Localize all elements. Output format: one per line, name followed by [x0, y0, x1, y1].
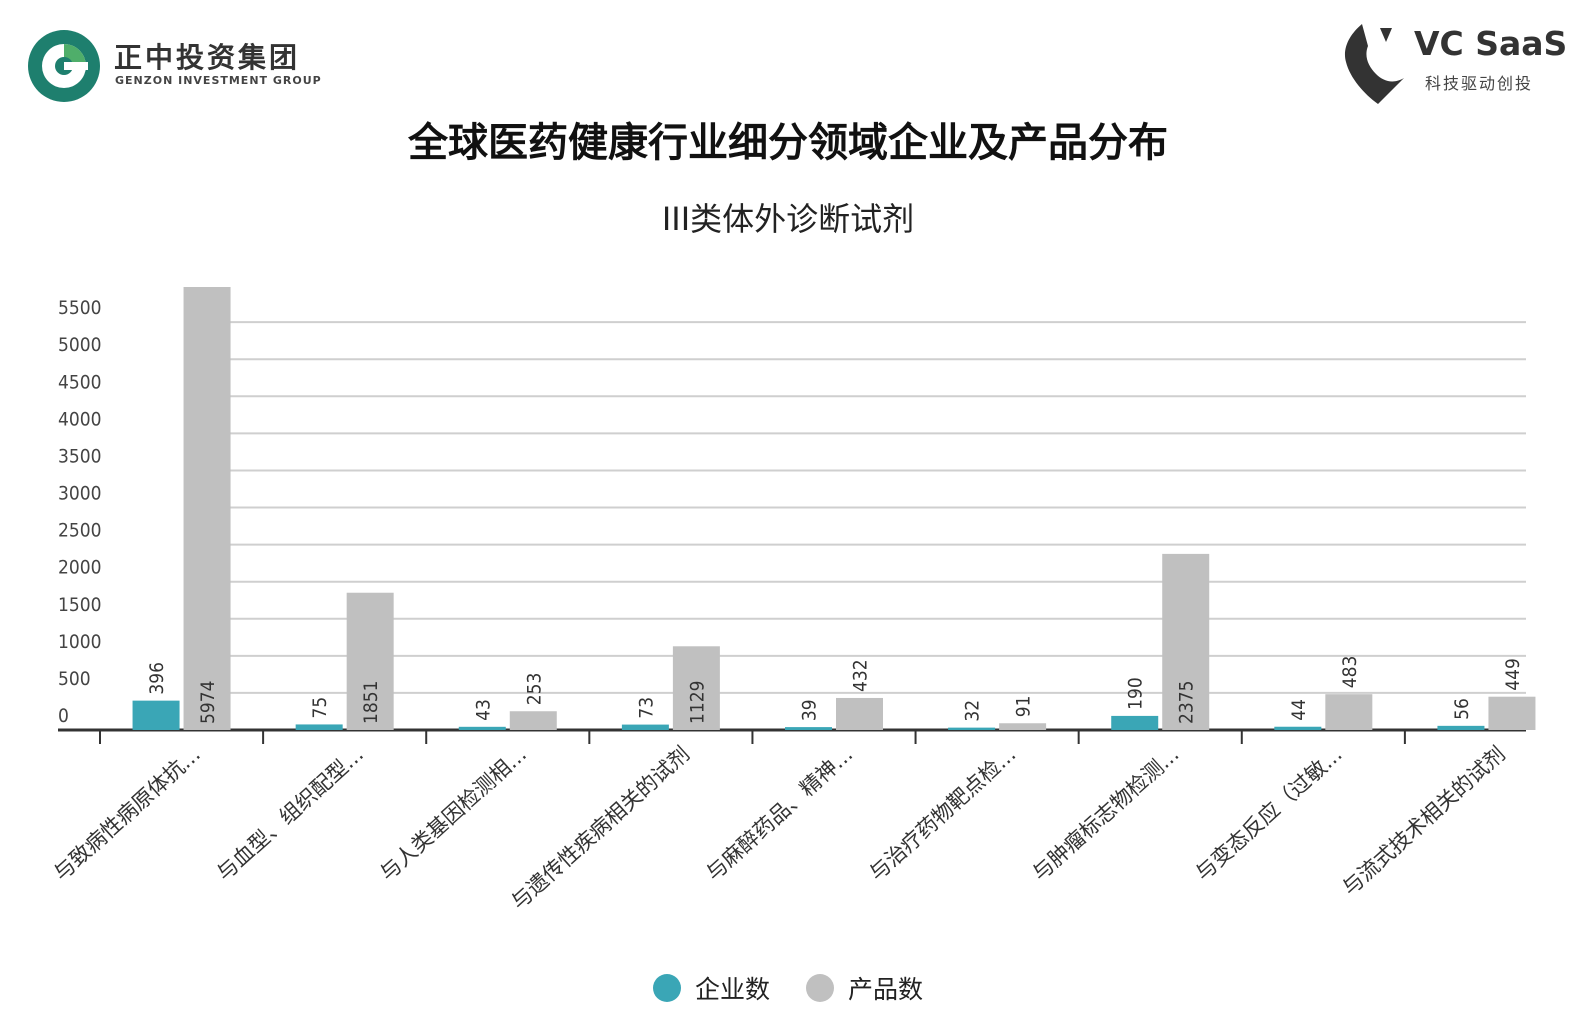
value-label-companies: 190: [1125, 677, 1147, 710]
value-label-products: 253: [523, 673, 545, 706]
bar-companies: [1274, 726, 1322, 730]
y-tick-label: 3000: [58, 483, 102, 505]
category-label: 与遗传性疾病相关的试剂: [507, 742, 695, 914]
bar-companies: [295, 724, 343, 730]
value-label-companies: 43: [472, 699, 494, 721]
bar-products: [836, 697, 883, 730]
legend-swatch-products: [805, 974, 834, 1002]
category-label: 与变态反应（过敏...: [1191, 742, 1347, 886]
y-tick-label: 3500: [58, 445, 102, 467]
value-label-products: 432: [850, 659, 872, 692]
page-title: 全球医药健康行业细分领域企业及产品分布: [408, 120, 1168, 166]
value-label-companies: 39: [799, 699, 821, 721]
bar-products: [183, 287, 231, 730]
value-label-products: 449: [1502, 658, 1524, 691]
y-tick-label: 4500: [58, 371, 102, 393]
bar-companies: [458, 726, 506, 730]
category-label: 与流式技术相关的试剂: [1338, 742, 1510, 900]
value-label-products: 1851: [360, 681, 382, 725]
value-label-products: 1129: [686, 681, 708, 725]
y-tick-label: 2000: [58, 557, 102, 579]
category-label: 与治疗药物靶点检...: [865, 742, 1021, 886]
y-tick-label: 1000: [58, 631, 102, 653]
chart-legend: 企业数 产品数: [0, 970, 1576, 1006]
value-label-companies: 56: [1451, 698, 1473, 720]
y-tick-label: 2500: [58, 520, 102, 542]
category-label: 与人类基因检测相...: [375, 742, 531, 886]
legend-item-products: 产品数: [805, 970, 923, 1006]
bar-products: [509, 711, 557, 730]
genzon-emblem-icon: [28, 30, 100, 102]
category-label: 与肿瘤标志物检测...: [1028, 742, 1184, 886]
category-label: 与致病性病原体抗...: [49, 742, 205, 886]
value-label-products: 91: [1013, 696, 1035, 718]
y-tick-label: 1500: [58, 594, 102, 616]
genzon-logo: 正中投资集团 GENZON INVESTMENT GROUP: [24, 24, 324, 108]
category-label: 与麻醉药品、精神...: [702, 742, 858, 886]
vc-saas-logo: VC SaaS 科技驱动创投: [1340, 20, 1567, 110]
value-label-companies: 44: [1288, 699, 1310, 721]
brand-tagline: 科技驱动创投: [1425, 74, 1534, 93]
bar-companies: [1111, 715, 1159, 730]
bar-products: [672, 646, 720, 730]
y-tick-label: 5500: [58, 297, 102, 319]
bar-products: [999, 723, 1047, 730]
bar-companies: [785, 727, 832, 730]
bar-companies: [1437, 725, 1485, 730]
bar-products: [346, 592, 394, 730]
bar-companies: [948, 727, 996, 730]
vc-saas-emblem-icon: [1344, 24, 1404, 104]
y-tick-label: 5000: [58, 334, 102, 356]
value-label-companies: 73: [635, 697, 657, 719]
legend-label-products: 产品数: [847, 975, 923, 1004]
chart-title: III类体外诊断试剂: [661, 200, 915, 238]
legend-label-companies: 企业数: [695, 975, 771, 1004]
y-tick-label: 0: [58, 705, 69, 727]
bar-products: [1325, 694, 1373, 730]
value-label-products: 2375: [1176, 681, 1198, 725]
category-label: 与血型、组织配型...: [212, 742, 368, 886]
bar-products: [1488, 696, 1536, 730]
bar-companies: [621, 724, 669, 730]
legend-swatch-companies: [653, 974, 681, 1002]
bar-companies: [132, 700, 180, 730]
value-label-products: 5974: [197, 681, 219, 725]
brand-name: VC SaaS: [1414, 24, 1568, 63]
value-label-companies: 396: [146, 662, 168, 695]
company-name-en: GENZON INVESTMENT GROUP: [115, 74, 322, 87]
value-label-products: 483: [1339, 656, 1361, 689]
y-tick-label: 4000: [58, 408, 102, 430]
y-tick-label: 500: [58, 668, 91, 690]
value-label-companies: 75: [309, 697, 331, 719]
company-name: 正中投资集团: [114, 41, 301, 74]
bar-chart: 0 500 1000 1500 2000 2500 3000 3500 4000 4500 5000…: [49, 287, 1536, 914]
value-label-companies: 32: [962, 700, 984, 722]
legend-item-companies: 企业数: [653, 970, 770, 1006]
bar-products: [1162, 553, 1210, 730]
